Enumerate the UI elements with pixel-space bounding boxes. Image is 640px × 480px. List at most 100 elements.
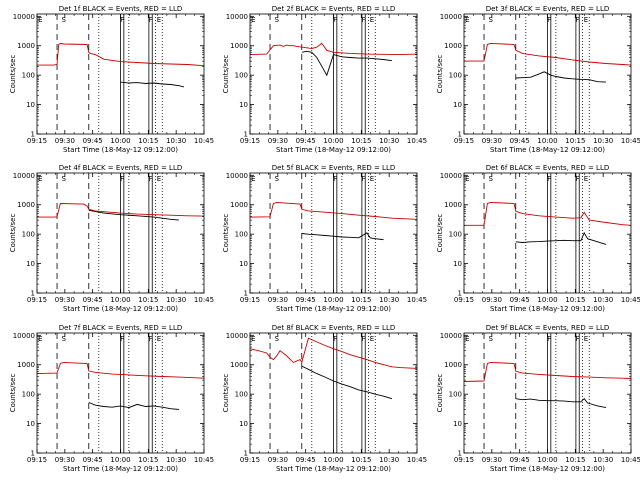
marker-letter: E: [38, 16, 42, 24]
x-tick-label: 10:45: [621, 137, 640, 145]
series-lld: [464, 201, 631, 226]
marker-letter: S: [488, 175, 493, 183]
x-tick-label: 10:15: [351, 296, 371, 304]
marker-letter: E: [157, 335, 161, 343]
y-tick-label: 100: [22, 231, 35, 239]
x-tick-label: 10:30: [593, 456, 613, 464]
x-axis-label: Start Time (18-May-12 09:12:00): [276, 465, 391, 473]
plot-area: [250, 14, 417, 134]
x-tick-label: 10:00: [110, 137, 130, 145]
y-tick-label: 1: [31, 290, 35, 298]
y-tick-label: 10: [239, 420, 248, 428]
y-axis-label: Counts/sec: [9, 214, 17, 253]
plot-area: [37, 333, 204, 453]
marker-letter: E: [465, 335, 469, 343]
x-tick-label: 10:15: [565, 296, 585, 304]
series-lld: [250, 337, 417, 369]
marker-letter: E: [370, 16, 374, 24]
x-tick-label: 09:45: [296, 456, 316, 464]
y-axis-label: Counts/sec: [222, 374, 230, 413]
y-tick-label: 100: [449, 72, 462, 80]
marker-letter: E: [370, 175, 374, 183]
y-tick-label: 10000: [226, 13, 248, 21]
x-tick-label: 09:30: [55, 456, 75, 464]
marker-letter: F: [576, 335, 580, 343]
y-tick-label: 10: [239, 101, 248, 109]
x-tick-label: 10:30: [166, 137, 186, 145]
y-tick-label: 10: [239, 260, 248, 268]
marker-letter: F: [120, 16, 124, 24]
x-tick-label: 10:45: [194, 137, 214, 145]
y-tick-label: 10: [453, 260, 462, 268]
x-axis-label: Start Time (18-May-12 09:12:00): [490, 146, 605, 154]
marker-letter: S: [274, 16, 279, 24]
panel-title: Det 5f BLACK = Events, RED = LLD: [272, 164, 395, 172]
x-tick-label: 10:45: [621, 456, 640, 464]
x-tick-label: 10:00: [537, 296, 557, 304]
x-tick-label: 09:15: [27, 296, 47, 304]
marker-letter: S: [61, 16, 66, 24]
y-tick-label: 1: [458, 131, 462, 139]
y-tick-label: 1000: [230, 201, 248, 209]
x-tick-label: 09:45: [296, 296, 316, 304]
x-tick-label: 10:15: [565, 456, 585, 464]
y-tick-label: 10: [453, 420, 462, 428]
x-axis-label: Start Time (18-May-12 09:12:00): [490, 305, 605, 313]
y-tick-label: 10000: [13, 332, 35, 340]
x-tick-label: 09:45: [510, 456, 530, 464]
series-events: [301, 50, 392, 77]
x-tick-label: 10:15: [351, 137, 371, 145]
y-tick-label: 10000: [440, 332, 462, 340]
marker-letter: F: [547, 16, 551, 24]
y-tick-label: 100: [22, 391, 35, 399]
plot-area: [464, 333, 631, 453]
marker-letter: F: [576, 16, 580, 24]
x-tick-label: 09:45: [83, 296, 103, 304]
x-axis-label: Start Time (18-May-12 09:12:00): [63, 146, 178, 154]
y-tick-label: 100: [235, 231, 248, 239]
x-tick-label: 09:30: [482, 456, 502, 464]
marker-letter: F: [362, 335, 366, 343]
x-axis-label: Start Time (18-May-12 09:12:00): [490, 465, 605, 473]
x-tick-label: 09:30: [55, 296, 75, 304]
y-tick-label: 10000: [440, 172, 462, 180]
marker-letter: E: [465, 16, 469, 24]
y-axis-label: Counts/sec: [9, 55, 17, 94]
plot-area: [37, 14, 204, 134]
x-tick-label: 10:15: [138, 296, 158, 304]
marker-letter: E: [251, 175, 255, 183]
series-events: [301, 365, 393, 400]
x-tick-label: 10:45: [194, 456, 214, 464]
y-tick-label: 1000: [17, 361, 35, 369]
x-tick-label: 10:00: [537, 456, 557, 464]
y-tick-label: 100: [22, 72, 35, 80]
marker-letter: F: [149, 175, 153, 183]
x-tick-label: 10:30: [166, 456, 186, 464]
y-tick-label: 100: [235, 391, 248, 399]
marker-letter: E: [157, 16, 161, 24]
series-lld: [37, 42, 204, 67]
y-tick-label: 1: [458, 290, 462, 298]
y-tick-label: 100: [449, 231, 462, 239]
x-tick-label: 09:30: [268, 296, 288, 304]
x-tick-label: 09:45: [510, 296, 530, 304]
x-axis-label: Start Time (18-May-12 09:12:00): [276, 146, 391, 154]
marker-letter: E: [251, 16, 255, 24]
y-tick-label: 1: [31, 450, 35, 458]
y-tick-label: 1000: [444, 201, 462, 209]
x-tick-label: 09:45: [296, 137, 316, 145]
panel-title: Det 1f BLACK = Events, RED = LLD: [59, 5, 182, 13]
x-tick-label: 09:45: [510, 137, 530, 145]
y-axis-label: Counts/sec: [436, 55, 444, 94]
marker-letter: S: [488, 16, 493, 24]
panel-title: Det 3f BLACK = Events, RED = LLD: [486, 5, 609, 13]
plot-area: [464, 173, 631, 293]
x-tick-label: 10:45: [407, 296, 427, 304]
x-tick-label: 09:45: [83, 137, 103, 145]
marker-letter: F: [120, 175, 124, 183]
x-tick-label: 10:00: [110, 296, 130, 304]
x-tick-label: 10:00: [537, 137, 557, 145]
